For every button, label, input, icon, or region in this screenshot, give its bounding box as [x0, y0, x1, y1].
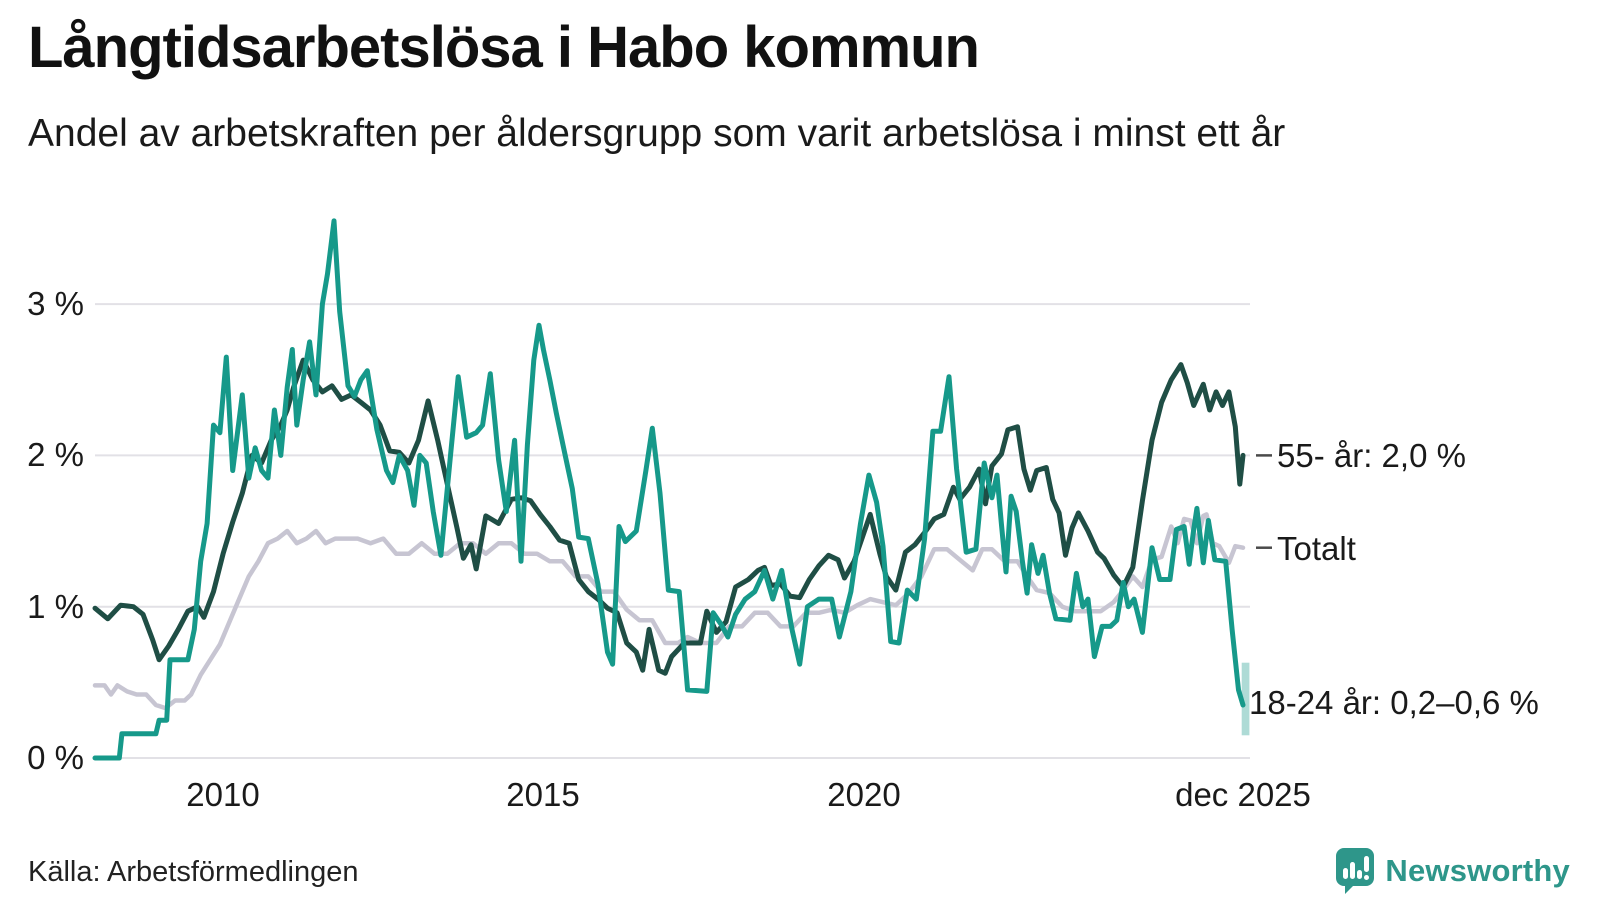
source-note: Källa: Arbetsförmedlingen	[28, 856, 359, 888]
series-line-totalt	[92, 512, 1246, 711]
uncertainty-band-18-24	[1241, 662, 1250, 736]
newsworthy-wordmark: Newsworthy	[1385, 853, 1570, 888]
x-tick-label-2020: 2020	[827, 776, 901, 813]
page-subtitle: Andel av arbetskraften per åldersgrupp s…	[28, 112, 1286, 155]
y-tick-label-0: 0 %	[27, 739, 84, 776]
y-tick-label-1: 1 %	[27, 588, 84, 625]
y-tick-label-2: 2 %	[27, 436, 84, 473]
series-line-18-24-r	[92, 218, 1246, 761]
series-line-55-r	[92, 357, 1246, 676]
x-tick-label-dec-2025: dec 2025	[1175, 776, 1311, 813]
annotation-18-24-ar: 18-24 år: 0,2–0,6 %	[1249, 684, 1539, 721]
newsworthy-logo-icon	[1336, 848, 1375, 894]
page-title: Långtidsarbetslösa i Habo kommun	[28, 15, 980, 80]
annotation-55-ar: 55- år: 2,0 %	[1277, 437, 1466, 474]
annotation-totalt: Totalt	[1277, 530, 1356, 567]
y-tick-label-3: 3 %	[27, 285, 84, 322]
newsworthy-brand: Newsworthy	[1335, 846, 1570, 896]
x-tick-label-2010: 2010	[186, 776, 260, 813]
x-tick-label-2015: 2015	[506, 776, 580, 813]
